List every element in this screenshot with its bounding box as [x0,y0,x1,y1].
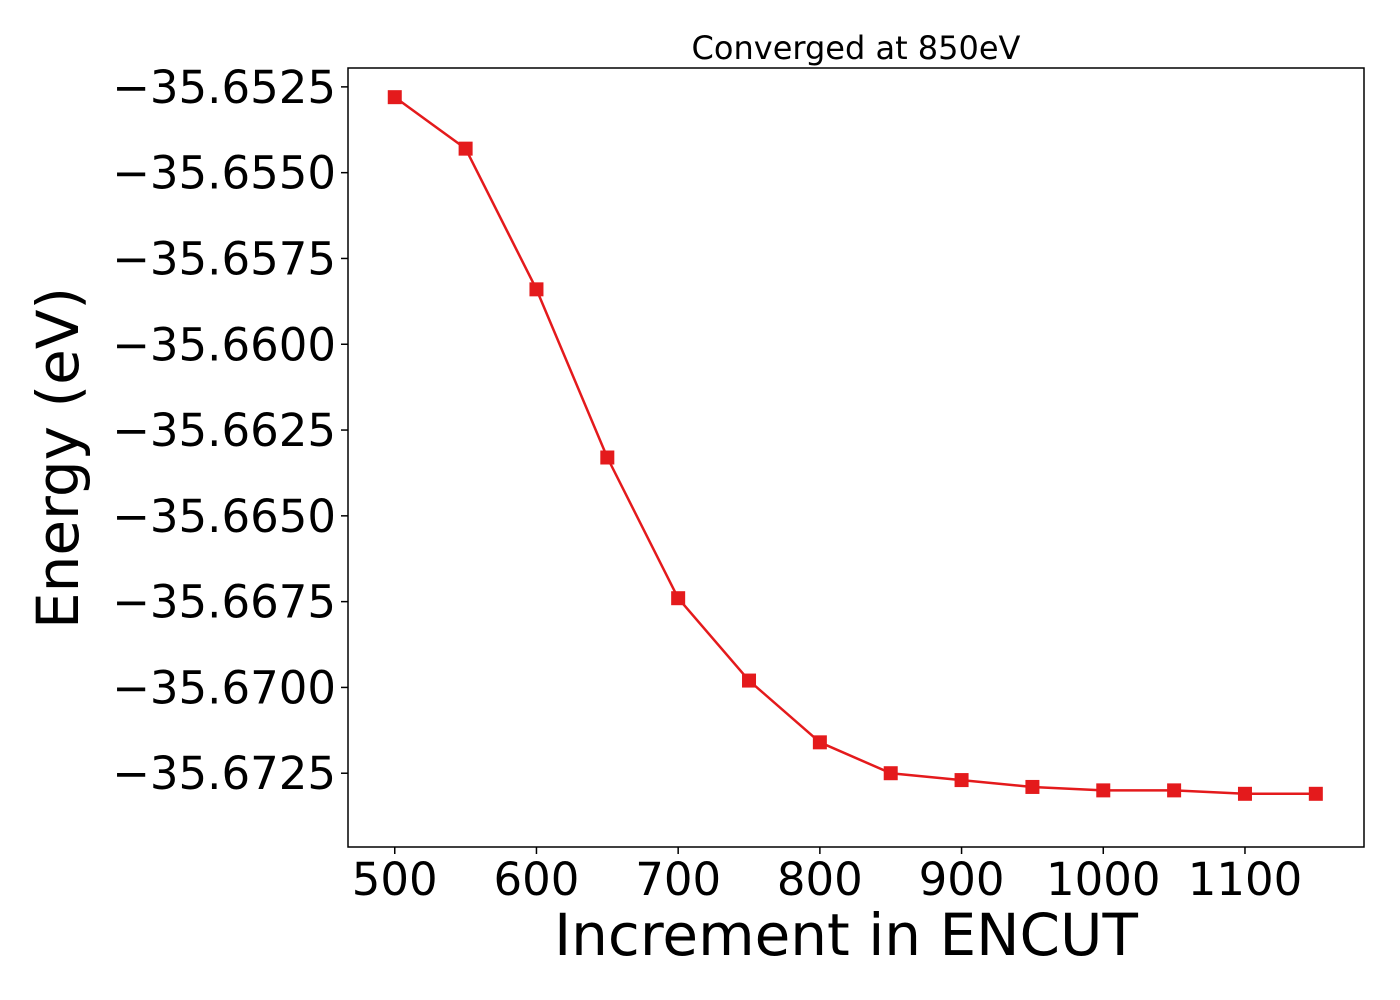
y-tick-label: −35.6700 [112,661,336,714]
data-point-marker [387,90,402,105]
plot-area [347,67,1365,848]
y-tick-label: −35.6650 [112,490,336,543]
y-tick-label: −35.6525 [112,61,336,114]
data-point-marker [1096,783,1111,798]
data-point-marker [600,450,615,465]
data-point-marker [883,766,898,781]
plot-frame [347,67,1365,848]
x-tick-label: 1000 [1046,853,1161,906]
data-point-marker [742,673,757,688]
x-tick-label: 900 [919,853,1005,906]
data-point-marker [458,141,473,156]
data-point-marker [1237,786,1252,801]
y-axis-label: Energy (eV) [24,287,92,629]
chart-title: Converged at 850eV [692,29,1021,67]
series-line [394,96,1316,796]
y-tick-label: −35.6550 [112,147,336,200]
y-tick-label: −35.6575 [112,232,336,285]
y-tick-label: −35.6725 [112,747,336,800]
x-axis-label: Increment in ENCUT [554,901,1138,969]
x-tick-label: 500 [352,853,438,906]
x-tick-label: 700 [635,853,721,906]
y-tick-label: −35.6625 [112,404,336,457]
x-tick-label: 1100 [1188,853,1303,906]
axis-ticks: 500 600 700 800 900 1000 1100 −35.6525 −35.6550 −… [112,61,1302,906]
data-point-marker [812,735,827,750]
data-point-marker [1308,786,1323,801]
y-tick-label: −35.6600 [112,318,336,371]
data-point-marker [1167,783,1182,798]
data-point-marker [671,591,686,606]
data-point-marker [529,282,544,297]
data-point-marker [954,773,969,788]
y-tick-label: −35.6675 [112,576,336,629]
data-point-marker [1025,779,1040,794]
x-tick-label: 800 [777,853,863,906]
x-tick-label: 600 [494,853,580,906]
